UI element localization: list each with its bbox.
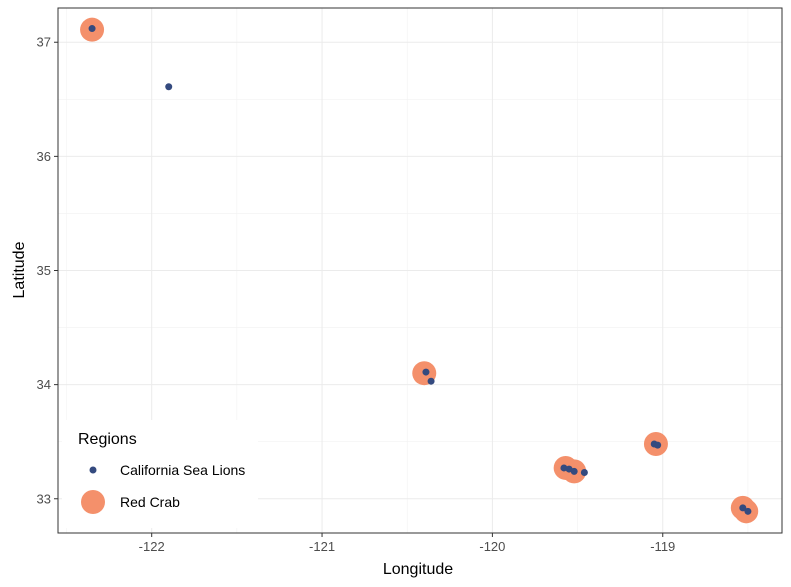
x-axis-title: Longitude <box>383 561 453 578</box>
legend-title: Regions <box>78 431 137 448</box>
x-tick-label: -121 <box>309 539 335 554</box>
y-tick-label: 33 <box>37 491 51 506</box>
point-california-sea-lions <box>739 504 747 512</box>
point-california-sea-lions <box>744 507 752 515</box>
point-california-sea-lions <box>580 469 588 477</box>
point-california-sea-lions <box>88 25 96 33</box>
data-points <box>80 17 759 524</box>
y-axis-title: Latitude <box>11 241 28 298</box>
point-california-sea-lions <box>654 441 662 449</box>
x-tick-label: -122 <box>139 539 165 554</box>
legend-key-sea-lions <box>89 466 97 474</box>
x-tick-label: -119 <box>650 539 675 554</box>
x-tick-label: -120 <box>479 539 505 554</box>
y-tick-label: 35 <box>37 263 51 278</box>
legend-label-sea-lions: California Sea Lions <box>120 462 245 478</box>
point-california-sea-lions <box>165 83 173 91</box>
y-tick-label: 37 <box>37 35 51 50</box>
y-tick-label: 36 <box>37 149 51 164</box>
y-tick-label: 34 <box>37 377 51 392</box>
legend-label-red-crab: Red Crab <box>120 494 180 510</box>
axis-ticks: -122 -121 -120 -119 33 34 35 36 37 <box>37 35 676 554</box>
point-california-sea-lions <box>427 377 435 385</box>
point-california-sea-lions <box>570 467 578 475</box>
legend: Regions California Sea Lions Red Crab <box>62 420 258 528</box>
legend-key-red-crab <box>81 490 105 514</box>
point-california-sea-lions <box>422 368 430 376</box>
